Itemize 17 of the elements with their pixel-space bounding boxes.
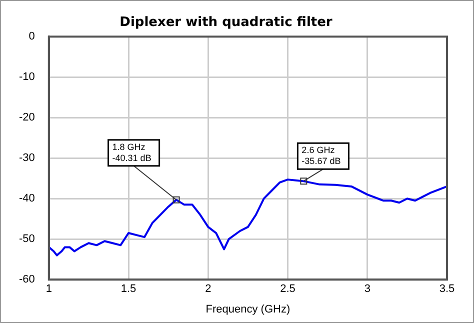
y-tick-label: -60 [18,274,35,286]
x-axis-title: Frequency (GHz) [206,303,290,316]
y-tick-label: 0 [28,30,35,43]
y-tick-label: -40 [18,192,35,205]
annotation: 2.6 GHz -35.67 dB [302,145,341,166]
x-tick-label: 1 [46,283,52,296]
y-tick-label: -20 [18,112,35,124]
x-tick-label: 3.5 [439,283,455,296]
y-tick-label: -10 [18,71,35,84]
annotation: 1.8 GHz -40.31 dB [112,142,152,163]
y-tick-label: -30 [18,152,35,164]
x-tick-label: 2 [205,283,212,296]
x-tick-label: 2.5 [280,283,296,296]
x-tick-label: 3 [364,283,370,296]
y-tick-label: -50 [18,233,35,246]
x-tick-label: 1.5 [120,283,136,296]
chart-title: Diplexer with quadratic filter [120,15,333,30]
